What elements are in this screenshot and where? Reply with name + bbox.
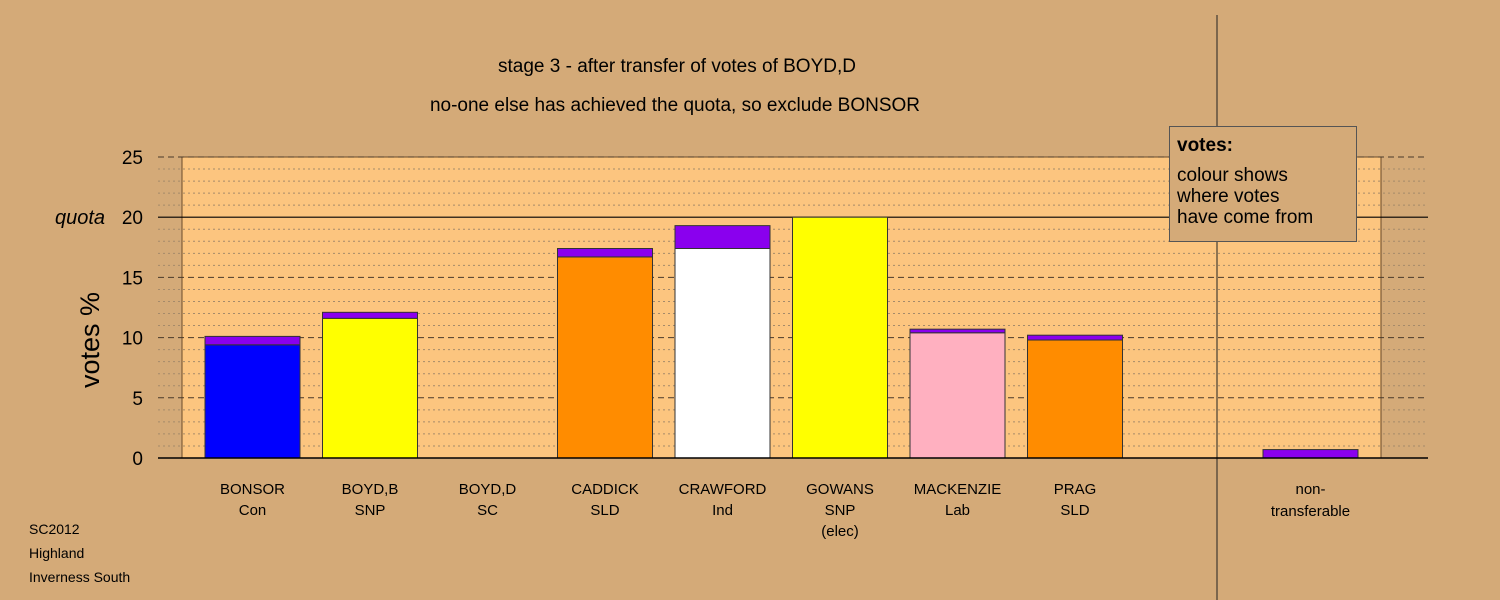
bar-transfer-prag: [1027, 334, 1123, 341]
bar-base-prag: [1027, 339, 1123, 459]
chart-legend: votes: colour shows where votes have com…: [1169, 126, 1357, 242]
bar-base-gowans: [792, 216, 888, 459]
y-tick-label: 10: [122, 329, 143, 350]
y-tick-label: 25: [122, 148, 143, 169]
y-tick-label: 20: [122, 208, 143, 229]
chart-title: stage 3 - after transfer of votes of BOY…: [498, 56, 856, 77]
footer-ward: Inverness South: [29, 569, 131, 585]
legend-line-3: have come from: [1177, 207, 1314, 228]
x-tick-label-party: SC: [477, 502, 498, 519]
x-tick-label-party: Con: [239, 502, 267, 519]
bar-non-transferable: [1262, 449, 1359, 459]
x-tick-label-name: MACKENZIE: [914, 481, 1002, 498]
bar-transfer-bonsor: [204, 335, 301, 346]
bar-base-crawford: [674, 248, 771, 459]
y-tick-label: 5: [132, 389, 143, 410]
x-tick-label-party: SNP: [355, 502, 386, 519]
footer-election: SC2012: [29, 521, 80, 537]
bar-transfer-crawford: [674, 225, 771, 250]
x-tick-label-name: GOWANS: [806, 481, 874, 498]
bar-transfer-caddick: [557, 248, 653, 258]
x-tick-label-name: BONSOR: [220, 481, 285, 498]
legend-title: votes:: [1177, 135, 1233, 156]
x-tick-label-name: CADDICK: [571, 481, 639, 498]
legend-line-2: where votes: [1177, 186, 1280, 207]
x-tick-label-party: Lab: [945, 502, 970, 519]
y-tick-label: 15: [122, 268, 143, 289]
bar-base-caddick: [557, 256, 653, 459]
bar-transfer-boydb: [322, 311, 418, 319]
x-tick-label-name: CRAWFORD: [679, 481, 767, 498]
quota-label: quota: [55, 207, 105, 229]
y-axis-label: votes %: [75, 292, 105, 388]
x-tick-label-party: Ind: [712, 502, 733, 519]
x-tick-label-party: SNP: [825, 502, 856, 519]
bar-base-bonsor: [204, 344, 301, 459]
bar-base-boydb: [322, 317, 418, 459]
x-tick-label-extra: (elec): [821, 523, 859, 540]
y-tick-label: 0: [132, 449, 143, 470]
legend-line-1: colour shows: [1177, 165, 1288, 186]
x-tick-label-nontransferable-1: non-: [1295, 481, 1325, 498]
x-tick-label-name: BOYD,B: [342, 481, 399, 498]
x-tick-label-party: SLD: [1060, 502, 1089, 519]
footer-council: Highland: [29, 545, 85, 561]
bar-base-mackenzie: [909, 332, 1006, 459]
x-tick-label-nontransferable-2: transferable: [1271, 503, 1350, 520]
x-tick-label-name: BOYD,D: [459, 481, 517, 498]
x-tick-label-party: SLD: [590, 502, 619, 519]
chart-subtitle: no-one else has achieved the quota, so e…: [430, 95, 920, 116]
x-tick-label-name: PRAG: [1054, 481, 1097, 498]
bar-transfer-mackenzie: [909, 328, 1006, 334]
